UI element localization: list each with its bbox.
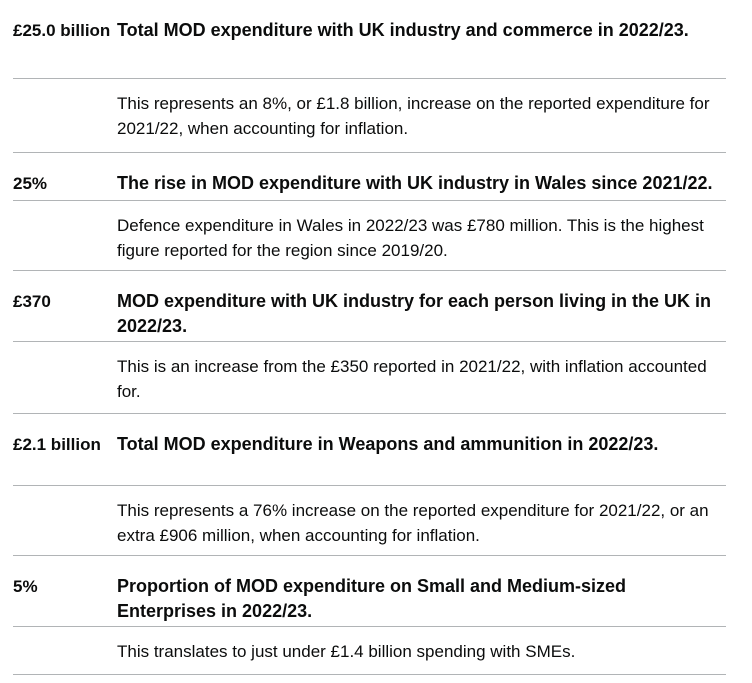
stat-item: £25.0 billion Total MOD expenditure with… — [13, 0, 726, 153]
stat-headline-row: 25% The rise in MOD expenditure with UK … — [13, 153, 726, 201]
stat-value: £370 — [13, 292, 51, 311]
stat-item: £2.1 billion Total MOD expenditure in We… — [13, 414, 726, 556]
stat-headline: Proportion of MOD expenditure on Small a… — [117, 576, 627, 621]
stat-headline-row: £2.1 billion Total MOD expenditure in We… — [13, 414, 726, 486]
stat-headline-row: £25.0 billion Total MOD expenditure with… — [13, 0, 726, 79]
stat-headline: Total MOD expenditure with UK industry a… — [117, 20, 689, 40]
stat-headline-row: 5% Proportion of MOD expenditure on Smal… — [13, 556, 726, 627]
stat-value: 5% — [13, 577, 38, 596]
stat-detail: This translates to just under £1.4 billi… — [13, 627, 726, 675]
stat-detail: Defence expenditure in Wales in 2022/23 … — [13, 201, 726, 271]
stat-item: 25% The rise in MOD expenditure with UK … — [13, 153, 726, 271]
stat-value: £2.1 billion — [13, 435, 101, 454]
stat-headline: The rise in MOD expenditure with UK indu… — [117, 173, 713, 193]
stat-value: £25.0 billion — [13, 21, 111, 40]
stat-detail: This represents a 76% increase on the re… — [13, 486, 726, 556]
key-statistics-list: £25.0 billion Total MOD expenditure with… — [13, 0, 726, 675]
stat-detail: This represents an 8%, or £1.8 billion, … — [13, 79, 726, 153]
stat-headline-row: £370 MOD expenditure with UK industry fo… — [13, 271, 726, 342]
stat-headline: MOD expenditure with UK industry for eac… — [117, 291, 712, 336]
stat-value: 25% — [13, 174, 48, 193]
stat-item: £370 MOD expenditure with UK industry fo… — [13, 271, 726, 414]
stat-headline: Total MOD expenditure in Weapons and amm… — [117, 434, 659, 454]
stat-item: 5% Proportion of MOD expenditure on Smal… — [13, 556, 726, 675]
stat-detail: This is an increase from the £350 report… — [13, 342, 726, 414]
